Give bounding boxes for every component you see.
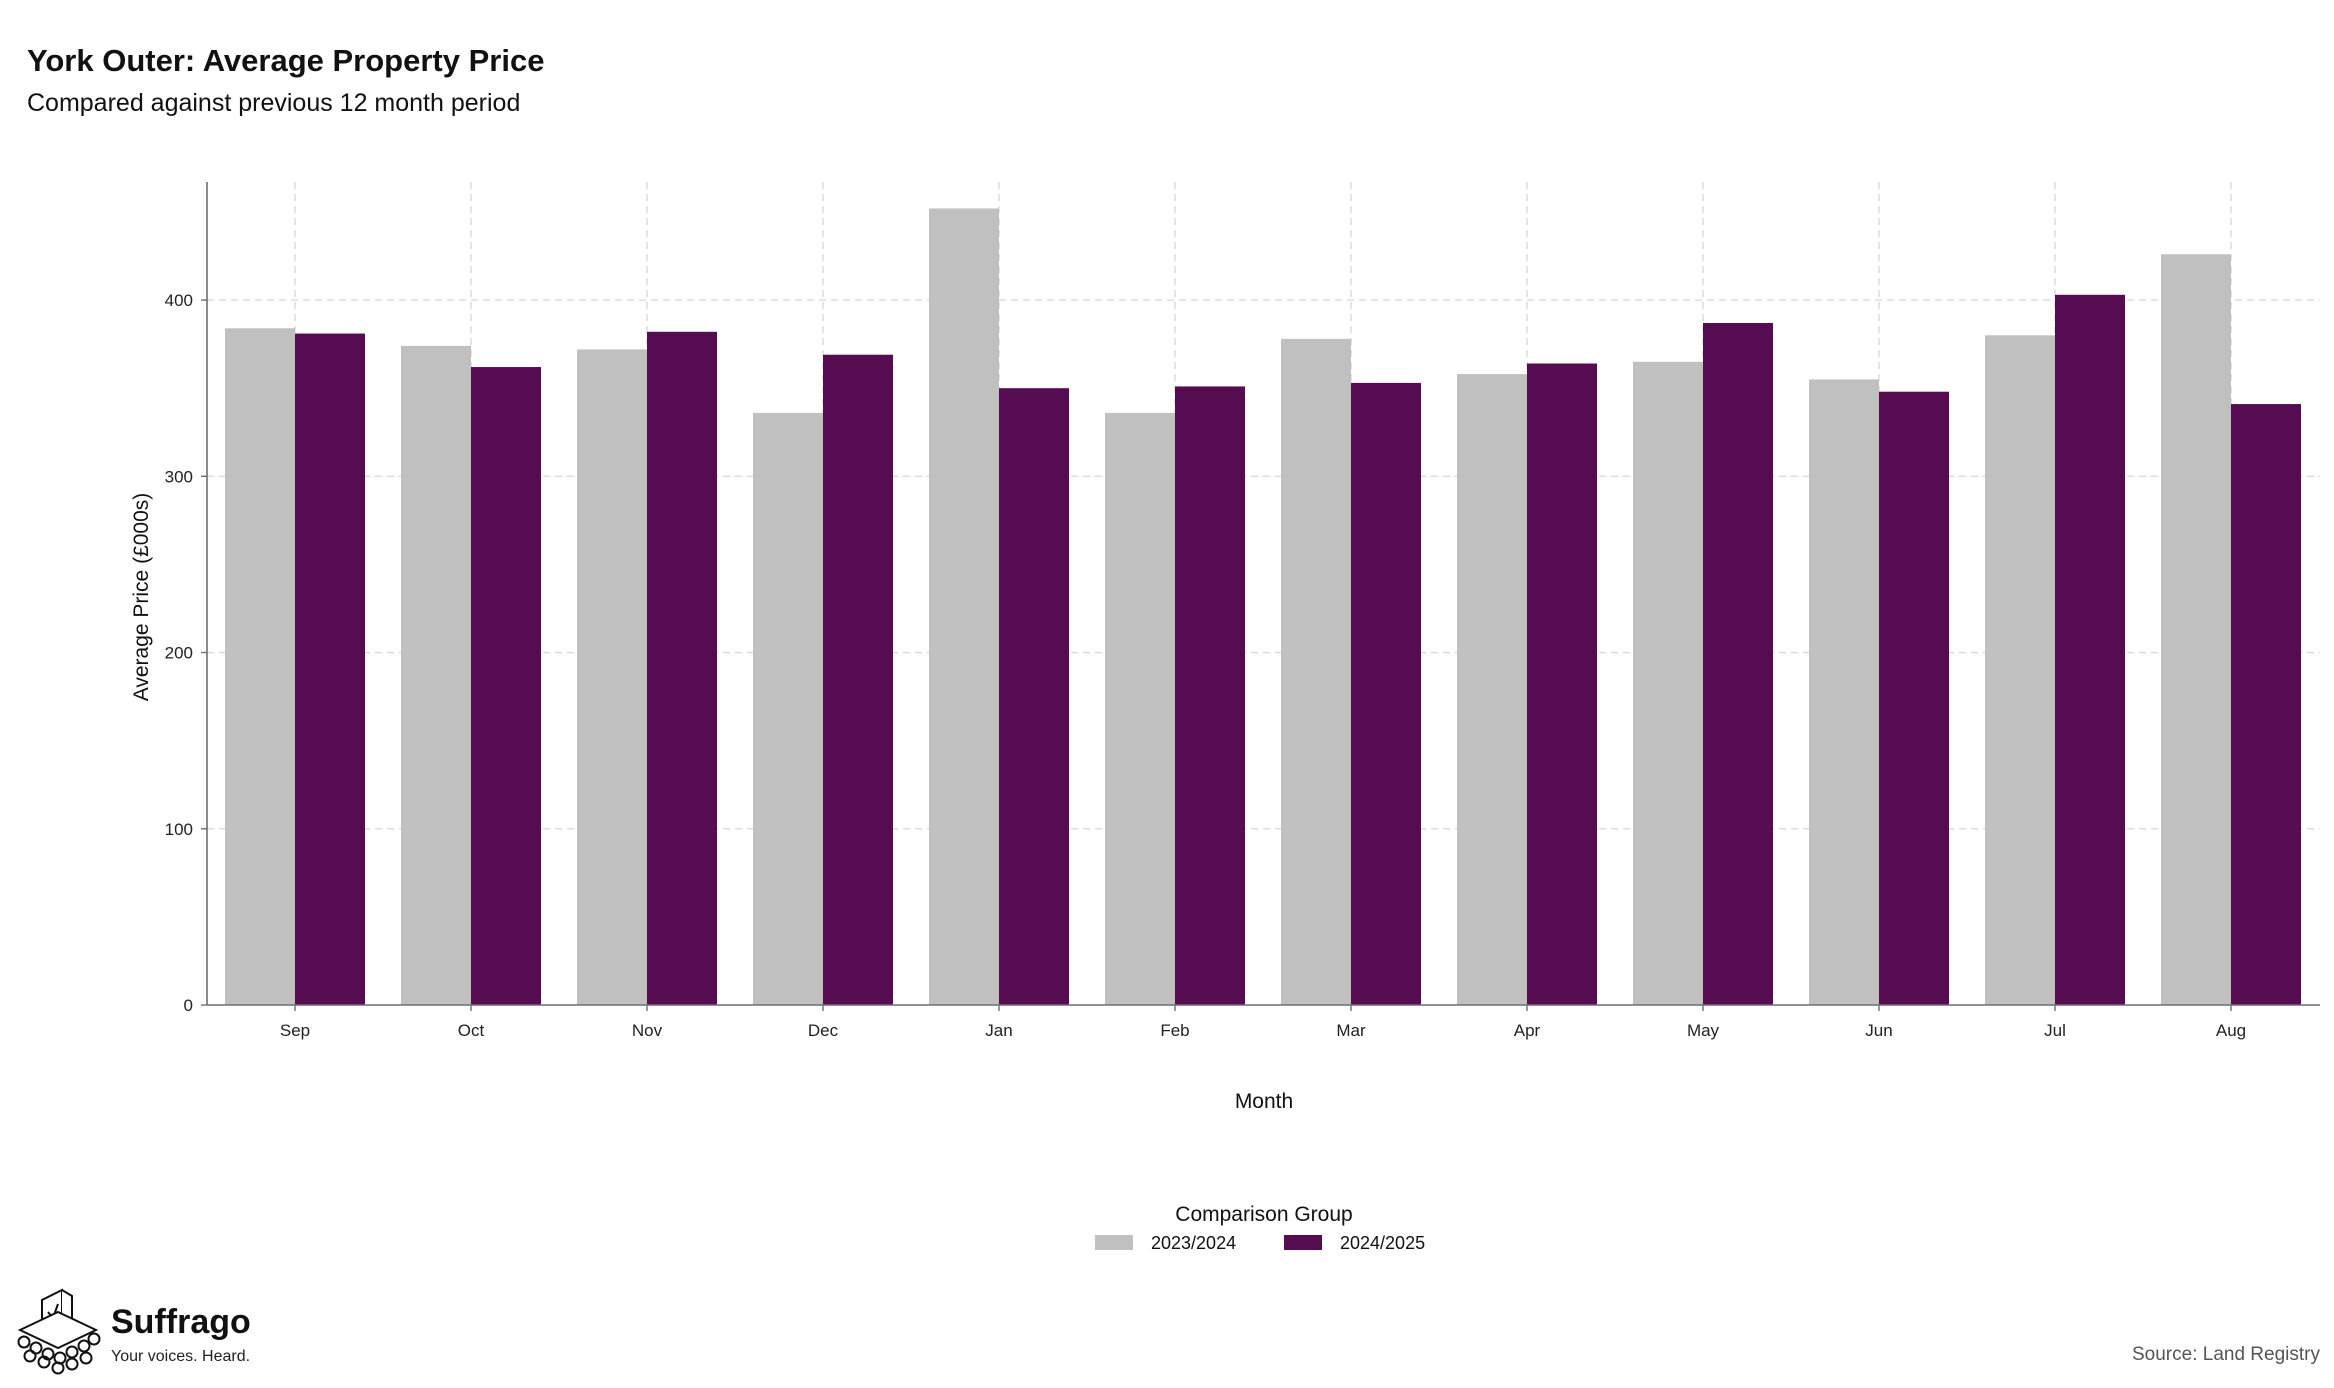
brand-logo-icon [17, 1288, 101, 1375]
bar-2023-2024-may [1633, 361, 1703, 1006]
legend-swatch-2023-2024 [1095, 1235, 1133, 1250]
bar-2024-2025-feb [1175, 386, 1245, 1006]
bar-2023-2024-sep [225, 328, 295, 1005]
y-tick-label: 400 [165, 291, 193, 310]
bar-2024-2025-jul [2055, 294, 2125, 1006]
y-tick-label: 300 [165, 467, 193, 486]
bar-2024-2025-jan [999, 388, 1069, 1006]
source-note: Source: Land Registry [2132, 1344, 2320, 1365]
bar-2023-2024-mar [1281, 338, 1351, 1005]
brand-tagline: Your voices. Heard. [111, 1348, 250, 1365]
legend: Comparison Group 2023/2024 2024/2025 [1095, 1203, 1425, 1253]
bar-2024-2025-oct [471, 367, 541, 1005]
x-tick-label: Dec [808, 1021, 839, 1040]
x-tick-label: Feb [1160, 1021, 1189, 1040]
x-tick-label: Aug [2216, 1021, 2246, 1040]
y-tick-label: 0 [184, 996, 193, 1015]
x-axis-ticks: Sep Oct Nov Dec Jan Feb Mar Apr May Jun Jul Aug [280, 1005, 2246, 1040]
x-tick-label: Mar [1336, 1021, 1366, 1040]
bar-2024-2025-jun [1879, 391, 1949, 1005]
legend-title: Comparison Group [1175, 1203, 1352, 1226]
x-tick-label: May [1687, 1021, 1720, 1040]
bar-2023-2024-dec [753, 412, 823, 1006]
bar-2024-2025-dec [823, 354, 893, 1005]
chart-title: York Outer: Average Property Price [27, 43, 544, 78]
x-tick-label: Jul [2044, 1021, 2066, 1040]
x-tick-label: Nov [632, 1021, 663, 1040]
x-tick-label: Oct [458, 1021, 485, 1040]
y-axis-title: Average Price (£000s) [130, 493, 153, 702]
bar-2024-2025-nov [647, 331, 717, 1005]
bar-2023-2024-feb [1105, 412, 1175, 1006]
bar-2023-2024-apr [1457, 374, 1527, 1006]
bar-2023-2024-aug [2161, 254, 2231, 1005]
x-tick-label: Jan [985, 1021, 1012, 1040]
y-gridlines [207, 299, 2320, 830]
y-tick-label: 200 [165, 644, 193, 663]
legend-swatch-2024-2025 [1284, 1235, 1322, 1250]
brand-name: Suffrago [111, 1303, 251, 1341]
bar-2024-2025-mar [1351, 382, 1421, 1005]
bar-2024-2025-sep [295, 333, 365, 1005]
x-tick-label: Jun [1865, 1021, 1892, 1040]
bar-2024-2025-apr [1527, 363, 1597, 1005]
bar-2023-2024-nov [577, 349, 647, 1006]
y-axis-ticks: 0 100 200 300 400 [165, 291, 207, 1015]
bar-2023-2024-jan [929, 208, 999, 1005]
x-tick-label: Sep [280, 1021, 310, 1040]
bars-group [225, 208, 2301, 1006]
y-tick-label: 100 [165, 820, 193, 839]
bar-2023-2024-jun [1809, 379, 1879, 1005]
legend-label-2023-2024: 2023/2024 [1151, 1233, 1236, 1253]
bar-2023-2024-jul [1985, 335, 2055, 1006]
bar-2023-2024-oct [401, 345, 471, 1005]
bar-2024-2025-aug [2231, 404, 2301, 1005]
x-tick-label: Apr [1514, 1021, 1541, 1040]
bar-2024-2025-may [1703, 322, 1773, 1006]
legend-label-2024-2025: 2024/2025 [1340, 1233, 1425, 1253]
chart-subtitle: Compared against previous 12 month perio… [27, 89, 520, 117]
x-axis-title: Month [1235, 1090, 1293, 1113]
